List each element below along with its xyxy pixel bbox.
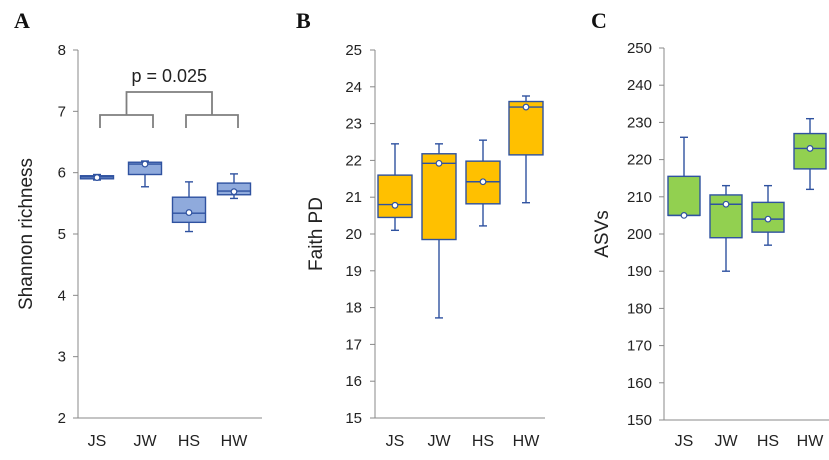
panel-c-box-jw [709,194,743,239]
panel-a-mean-marker [230,188,238,196]
panel-b-letter: B [296,8,311,33]
panel-c-box-js [667,175,701,217]
panel-c-x-tick-label: JS [675,433,694,450]
panel-c-mean-marker [806,145,814,152]
panel-a-x-tick-label: HW [221,433,249,450]
panel-a-x-tick-label: JS [88,433,107,450]
panel-b-box-js [377,174,413,219]
panel-a-bracket-right [185,114,239,128]
panel-b-x-tick-label: HW [513,433,541,450]
panel-b-y-tick-label: 22 [345,152,362,169]
panel-c-y-tick-label: 160 [627,375,652,392]
panel-c-y-tick-label: 210 [627,189,652,206]
panel-a-x-tick-label: JW [133,433,157,450]
panel-b-y-tick-label: 19 [345,263,362,280]
panel-c-y-tick-label: 200 [627,226,652,243]
panel-a-mean-marker [141,160,149,168]
panel-c-y-tick-label: 240 [627,77,652,94]
panel-b-x-tick-label: JW [427,433,451,450]
panel-a-y-tick-label: 5 [58,226,66,243]
panel-c-x-tick-label: HS [757,433,779,450]
panel-b-mean-marker [435,159,443,167]
panel-b-y-tick-label: 20 [345,226,362,243]
panel-c-y-tick-label: 180 [627,300,652,317]
panel-b-y-tick-label: 16 [345,373,362,390]
panel-a-letter: A [14,8,30,33]
panel-c-y-tick-label: 170 [627,338,652,355]
panel-b-box-hw [508,100,544,156]
panel-c-y-tick-label: 230 [627,114,652,131]
panel-b-x-tick-label: JS [386,433,405,450]
panel-c-y-tick-label: 150 [627,412,652,429]
panel-a-x-tick-label: HS [178,433,200,450]
panel-c-letter: C [591,8,607,33]
panel-a-mean-marker [93,174,101,181]
panel-a-mean-marker [185,209,193,216]
panel-b-mean-marker [522,103,530,111]
panel-c-y-tick-label: 250 [627,40,652,57]
panel-a-y-tick-label: 4 [58,287,66,304]
panel-c-x-tick-label: HW [797,433,825,450]
panel-a-y-tick-label: 2 [58,410,66,427]
panel-b-y-tick-label: 18 [345,300,362,317]
panel-c-mean-marker [722,200,730,208]
panel-c-y-tick-label: 220 [627,152,652,169]
panel-b-box-jw [421,153,457,241]
panel-c-y-tick-label: 190 [627,263,652,280]
panel-b-mean-marker [391,201,399,209]
panel-b-y-tick-label: 25 [345,42,362,59]
panel-b-y-axis-title: Faith PD [306,197,327,271]
panel-c-mean-marker [680,211,688,219]
panel-a-y-axis-title: Shannon richness [16,158,37,310]
panel-a-y-tick-label: 3 [58,349,66,366]
panel-a-bracket-top [125,91,213,115]
panel-a-y-tick-label: 8 [58,42,66,59]
panel-a-bracket-left [99,114,154,128]
panel-b-y-tick-label: 17 [345,336,362,353]
panel-a-y-tick-label: 6 [58,165,66,182]
panel-b-y-tick-label: 21 [345,189,362,206]
panel-c-mean-marker [764,215,772,223]
panel-b-mean-marker [479,178,487,186]
panel-b-y-tick-label: 24 [345,79,362,96]
panel-b-x-tick-label: HS [472,433,494,450]
panel-c-y-axis-title: ASVs [592,210,613,258]
panel-c-x-tick-label: JW [714,433,738,450]
panel-b-y-tick-label: 23 [345,116,362,133]
panel-a-y-tick-label: 7 [58,103,66,120]
panel-b-y-tick-label: 15 [345,410,362,427]
panel-a-p-value-label: p = 0.025 [131,66,207,86]
